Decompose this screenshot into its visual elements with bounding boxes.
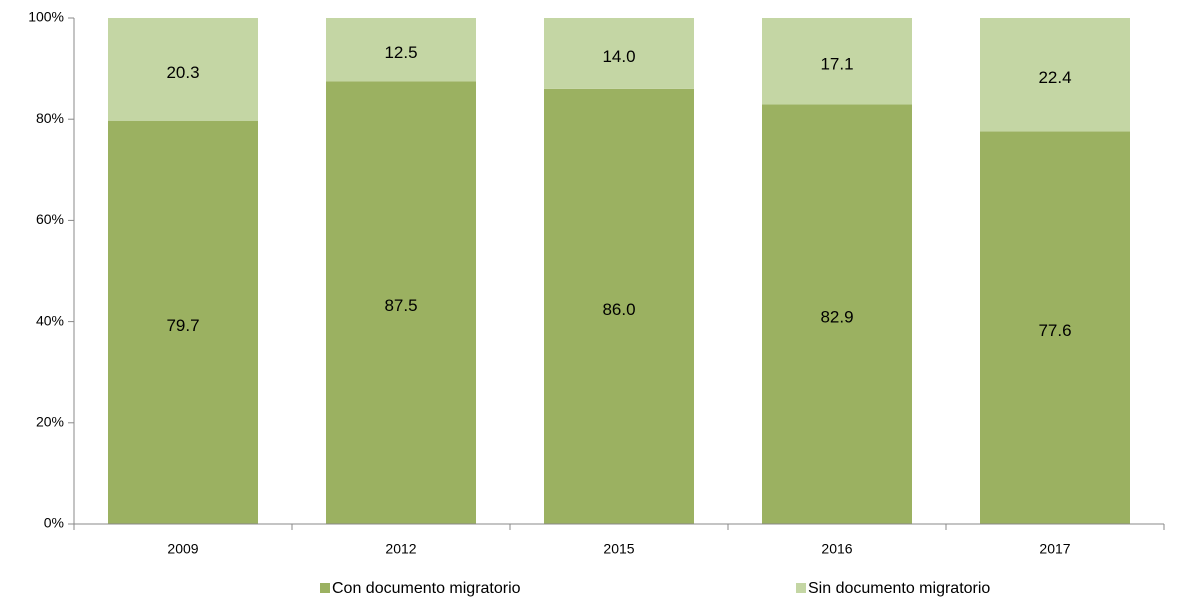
data-label: 22.4 [1038,68,1071,87]
bar-segment [544,88,694,524]
data-label: 82.9 [820,308,853,327]
x-tick-label: 2009 [167,541,198,557]
legend-label: Sin documento migratorio [808,580,990,597]
y-tick-label: 60% [36,211,64,227]
data-label: 86.0 [602,300,635,319]
bar-segment [980,18,1130,132]
data-label: 79.7 [166,316,199,335]
bar-segment [108,120,258,524]
data-label: 12.5 [384,43,417,62]
legend-swatch [796,583,806,593]
y-tick-label: 0% [44,515,64,531]
bar-segment [762,104,912,524]
bar-segment [762,18,912,105]
y-tick-label: 40% [36,312,64,328]
data-label: 20.3 [166,63,199,82]
data-label: 77.6 [1038,321,1071,340]
bar-segment [544,18,694,89]
bar-segment [326,81,476,524]
x-tick-label: 2017 [1039,541,1070,557]
x-tick-label: 2016 [821,541,852,557]
bar-segment [980,131,1130,524]
data-label: 17.1 [820,55,853,74]
legend-label: Con documento migratorio [332,580,521,597]
y-tick-label: 20% [36,414,64,430]
legend-swatch [320,583,330,593]
x-tick-label: 2015 [603,541,634,557]
x-tick-label: 2012 [385,541,416,557]
data-label: 14.0 [602,47,635,66]
bar-segment [108,18,258,121]
data-label: 87.5 [384,296,417,315]
y-tick-label: 100% [28,9,64,25]
bar-segment [326,18,476,82]
y-tick-label: 80% [36,110,64,126]
